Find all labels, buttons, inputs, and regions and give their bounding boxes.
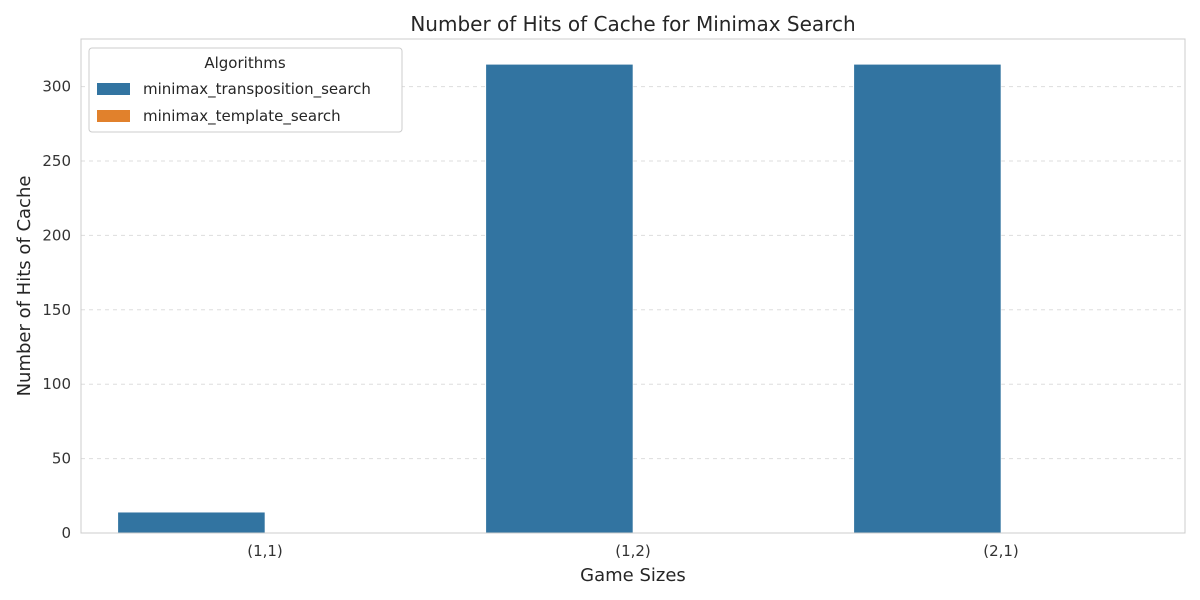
legend-box [88, 47, 403, 133]
legend-label: minimax_template_search [143, 107, 341, 126]
y-tick-label: 0 [61, 524, 71, 542]
legend-swatch [97, 83, 130, 95]
bars [117, 63, 1002, 534]
plot-frame [80, 38, 1186, 534]
bar-minimax-transposition-search-3 [853, 63, 1002, 534]
legend-title: Algorithms [204, 54, 285, 72]
x-axis-ticks: (1,1) (1,2) (2,1) [247, 542, 1019, 560]
x-tick-label: (1,2) [615, 542, 651, 560]
y-axis-title: Number of Hits of Cache [14, 176, 35, 397]
x-tick-label: (1,1) [247, 542, 283, 560]
legend-label: minimax_transposition_search [143, 80, 371, 99]
y-tick-label: 250 [42, 152, 71, 170]
x-axis-title: Game Sizes [580, 565, 686, 586]
legend-swatch [97, 110, 130, 122]
legend: Algorithms minimax_transposition_searchm… [88, 47, 403, 133]
y-axis-ticks: 0 50 100 150 200 250 300 [42, 78, 71, 542]
y-tick-label: 150 [42, 301, 71, 319]
bar-minimax-transposition-search-2 [485, 63, 634, 534]
y-tick-label: 200 [42, 226, 71, 244]
x-tick-label: (2,1) [983, 542, 1019, 560]
bar-minimax-transposition-search-1 [117, 511, 266, 534]
chart-title: Number of Hits of Cache for Minimax Sear… [410, 12, 855, 36]
legend-items: minimax_transposition_search minimax_temp… [97, 80, 371, 126]
y-tick-label: 300 [42, 78, 71, 96]
y-tick-label: 50 [52, 450, 71, 468]
y-tick-label: 100 [42, 375, 71, 393]
